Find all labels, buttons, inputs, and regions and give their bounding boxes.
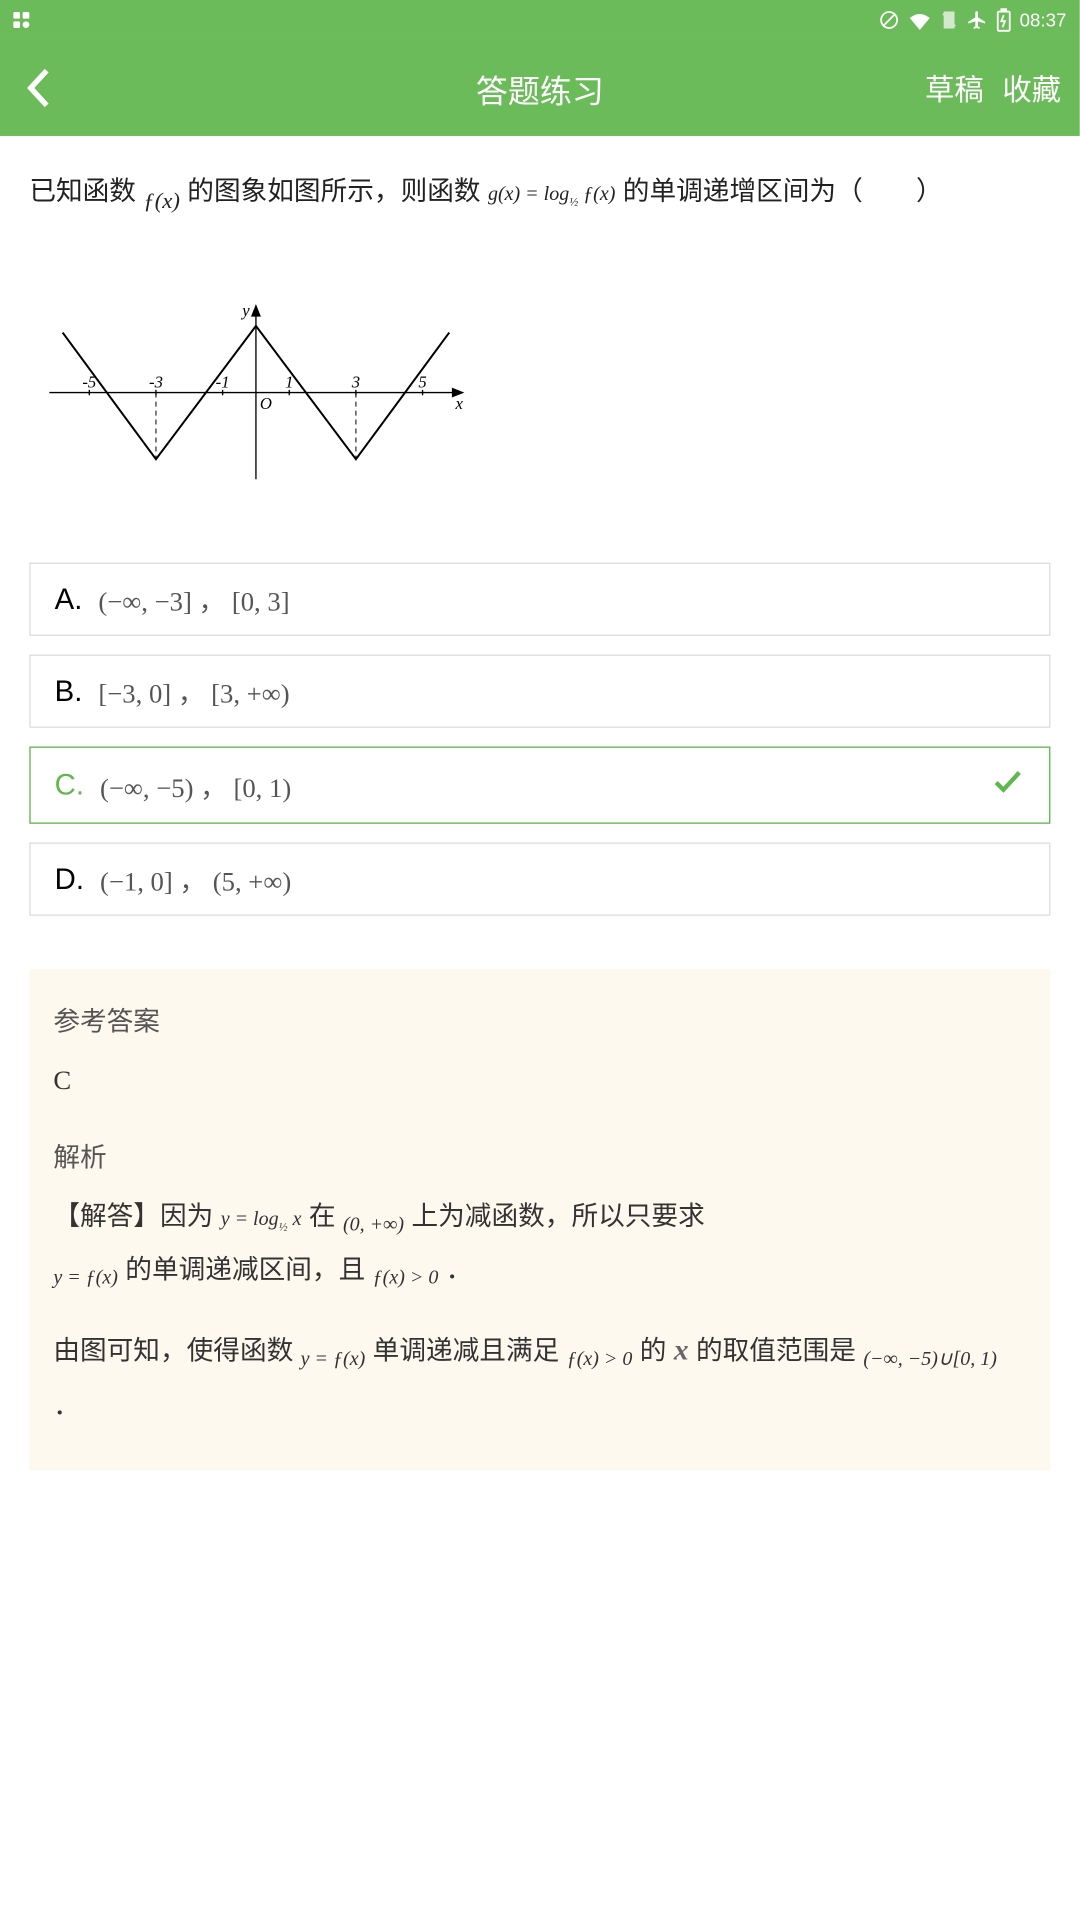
q-part3: 的单调递增区间为（ ） (623, 177, 943, 206)
status-left (13, 12, 29, 28)
p2-period: ． (53, 1392, 80, 1421)
p2-t2: 单调递减且满足 (373, 1337, 567, 1366)
tick-neg5: -5 (82, 373, 96, 392)
option-c-letter: C. (55, 768, 84, 803)
exp-t2: 在 (309, 1202, 343, 1231)
tick-neg3: -3 (149, 373, 163, 392)
options-list: A. (−∞, −3] ， [0, 3] B. [−3, 0] ， [3, +∞… (29, 563, 1050, 916)
exp-period1: ． (446, 1256, 473, 1285)
question-text: 已知函数 ƒ(x) 的图象如图所示，则函数 g(x) = log½ ƒ(x) 的… (29, 168, 1050, 216)
status-right: 08:37 (878, 8, 1066, 32)
expr-fx: ƒ(x) (143, 188, 179, 213)
p2-t4: 的取值范围是 (696, 1337, 863, 1366)
wifi-icon (908, 9, 932, 30)
graph-figure: -5 -3 -1 1 3 5 O x y (29, 296, 1050, 496)
q-part1: 已知函数 (29, 177, 143, 206)
option-b-letter: B. (55, 674, 83, 709)
expr-log: y = log½ x (221, 1209, 302, 1230)
x-label: x (455, 394, 464, 413)
function-graph: -5 -3 -1 1 3 5 O x y (43, 296, 470, 489)
content-area: 已知函数 ƒ(x) 的图象如图所示，则函数 g(x) = log½ ƒ(x) 的… (0, 136, 1080, 1470)
answer-letter: C (53, 1054, 1026, 1107)
expr-interval: (0, +∞) (343, 1214, 404, 1235)
expr-yfx: y = ƒ(x) (53, 1268, 118, 1289)
status-bar: 08:37 (0, 0, 1080, 40)
app-grid-icon (13, 12, 29, 28)
check-icon (990, 764, 1025, 807)
origin-label: O (260, 394, 272, 413)
explain-para2: 由图可知，使得函数 y = ƒ(x) 单调递减且满足 ƒ(x) > 0 的 x … (53, 1321, 1026, 1433)
draft-button[interactable]: 草稿 (925, 67, 984, 110)
battery-icon (996, 8, 1012, 32)
status-time: 08:37 (1020, 9, 1067, 30)
option-d-math: (−1, 0] ， (5, +∞) (100, 860, 291, 899)
p2-t3: 的 (640, 1337, 674, 1366)
expr-gx: g(x) = log½ ƒ(x) (488, 184, 615, 205)
exp-t4: 的单调递减区间，且 (125, 1256, 372, 1285)
tick-neg1: -1 (216, 373, 230, 392)
expr-x: x (674, 1333, 689, 1366)
q-part2: 的图象如图所示，则函数 (187, 177, 488, 206)
page-title: 答题练习 (476, 65, 604, 112)
option-b-math: [−3, 0] ， [3, +∞) (98, 672, 289, 711)
back-button[interactable] (19, 61, 59, 114)
tick-1: 1 (285, 373, 293, 392)
answer-heading: 参考答案 (53, 996, 1026, 1049)
nav-bar: 答题练习 草稿 收藏 (0, 40, 1080, 136)
no-circle-icon (878, 9, 899, 30)
explain-para1: 【解答】因为 y = log½ x 在 (0, +∞) 上为减函数，所以只要求 … (53, 1190, 1026, 1297)
option-a-math: (−∞, −3] ， [0, 3] (98, 580, 289, 619)
expr-yfx2: y = ƒ(x) (301, 1349, 366, 1370)
option-c[interactable]: C. (−∞, −5) ， [0, 1) (29, 746, 1050, 823)
option-c-math: (−∞, −5) ， [0, 1) (100, 766, 291, 805)
option-d[interactable]: D. (−1, 0] ， (5, +∞) (29, 842, 1050, 915)
option-d-letter: D. (55, 862, 84, 897)
no-sim-icon (940, 9, 959, 30)
tick-5: 5 (418, 373, 426, 392)
option-a[interactable]: A. (−∞, −3] ， [0, 3] (29, 563, 1050, 636)
exp-t3: 上为减函数，所以只要求 (411, 1202, 704, 1231)
exp-t1: 【解答】因为 (53, 1202, 220, 1231)
p2-t1: 由图可知，使得函数 (53, 1337, 300, 1366)
chevron-left-icon (25, 65, 52, 110)
option-b[interactable]: B. [−3, 0] ， [3, +∞) (29, 655, 1050, 728)
y-label: y (240, 301, 250, 320)
expr-range: (−∞, −5)∪[0, 1) (863, 1349, 997, 1370)
option-a-letter: A. (55, 582, 83, 617)
explain-heading: 解析 (53, 1132, 1026, 1185)
tick-3: 3 (351, 373, 360, 392)
expr-fxgt0-2: ƒ(x) > 0 (567, 1349, 633, 1370)
favorite-button[interactable]: 收藏 (1002, 67, 1061, 110)
expr-fxgt0: ƒ(x) > 0 (373, 1268, 439, 1289)
airplane-icon (966, 9, 987, 30)
answer-panel: 参考答案 C 解析 【解答】因为 y = log½ x 在 (0, +∞) 上为… (29, 969, 1050, 1470)
